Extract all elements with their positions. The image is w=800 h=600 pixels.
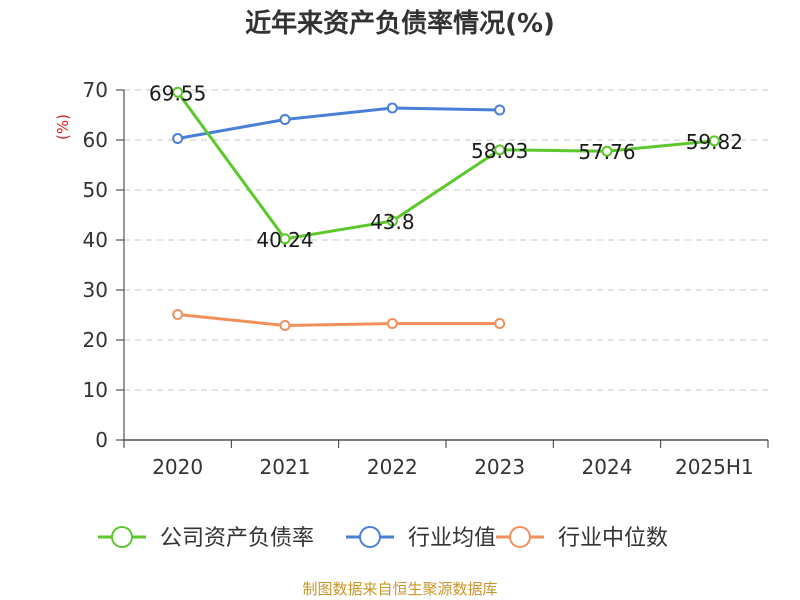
data-point <box>281 321 290 330</box>
x-tick-label: 2025H1 <box>675 455 754 479</box>
y-tick-label: 60 <box>83 128 108 152</box>
y-tick-label: 50 <box>83 178 108 202</box>
legend-label: 行业中位数 <box>558 526 668 551</box>
data-point <box>495 319 504 328</box>
series-line <box>178 315 500 326</box>
data-labels: 69.55 40.24 43.8 58.03 57.76 59.82 <box>149 81 743 252</box>
chart-title: 近年来资产负债率情况(%) <box>245 8 555 39</box>
data-point <box>173 310 182 319</box>
legend-item: 行业中位数 <box>496 526 668 551</box>
data-point <box>281 115 290 124</box>
y-tick-label: 0 <box>95 428 108 452</box>
source-note: 制图数据来自恒生聚源数据库 <box>302 580 497 598</box>
x-tick-label: 2022 <box>367 455 418 479</box>
legend-item: 公司资产负债率 <box>98 526 314 551</box>
grid-lines <box>124 90 768 390</box>
legend: 公司资产负债率 行业均值 行业中位数 <box>98 526 668 551</box>
data-label: 40.24 <box>256 228 313 252</box>
data-point <box>388 104 397 113</box>
data-label: 58.03 <box>471 139 528 163</box>
x-tick-label: 2020 <box>152 455 203 479</box>
y-tick-label: 40 <box>83 228 108 252</box>
legend-marker <box>360 527 380 547</box>
series-line <box>178 108 500 139</box>
y-tick-label: 30 <box>83 278 108 302</box>
legend-marker <box>510 527 530 547</box>
y-tick-label: 70 <box>83 78 108 102</box>
y-tick-label: 20 <box>83 328 108 352</box>
data-label: 59.82 <box>686 130 743 154</box>
y-tick-label: 10 <box>83 378 108 402</box>
data-label: 69.55 <box>149 81 206 105</box>
y-axis-unit-label: (%) <box>54 114 72 140</box>
data-point <box>388 319 397 328</box>
x-tick-label: 2023 <box>474 455 525 479</box>
legend-marker <box>112 527 132 547</box>
data-point <box>173 134 182 143</box>
series-line <box>178 92 715 239</box>
data-label: 57.76 <box>578 140 635 164</box>
series-lines <box>173 88 719 330</box>
data-label: 43.8 <box>370 210 415 234</box>
legend-label: 行业均值 <box>408 526 496 551</box>
legend-label: 公司资产负债率 <box>160 526 314 551</box>
legend-item: 行业均值 <box>346 526 496 551</box>
data-point <box>495 106 504 115</box>
x-tick-label: 2021 <box>260 455 311 479</box>
x-tick-label: 2024 <box>582 455 633 479</box>
